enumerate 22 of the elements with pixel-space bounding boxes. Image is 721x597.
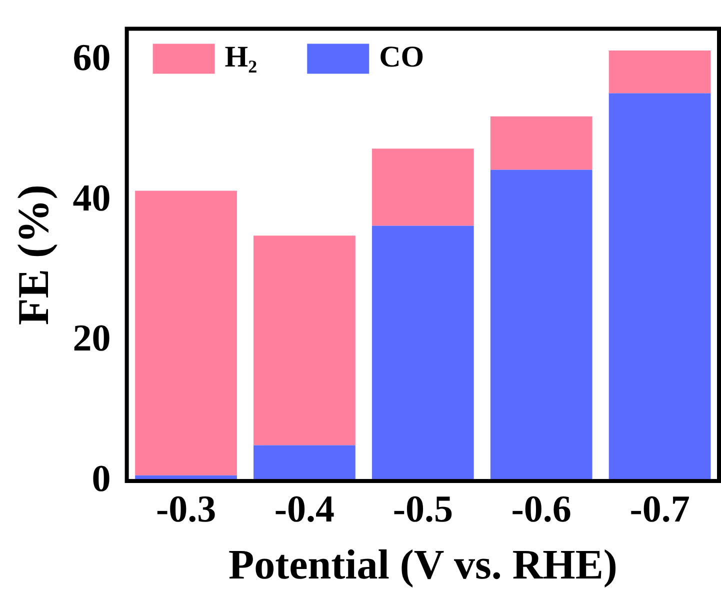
legend-label: H₂ [224, 40, 258, 74]
bar [135, 190, 237, 476]
y-tick-label: 0 [92, 458, 111, 500]
x-axis-title: Potential (V vs. RHE) [228, 542, 618, 589]
x-tick-label: -0.3 [156, 488, 216, 531]
bar [608, 93, 711, 481]
x-tick-label: -0.7 [630, 488, 690, 531]
y-tick-label: 60 [72, 37, 111, 80]
x-tick-label: -0.5 [392, 488, 453, 531]
bar [254, 236, 356, 446]
bar [254, 445, 356, 481]
x-tick-label: -0.4 [274, 488, 335, 531]
bar [490, 170, 592, 481]
bar [608, 50, 711, 94]
y-axis-title: FE (%) [8, 184, 58, 326]
y-tick-label: 20 [72, 318, 111, 360]
legend-label: CO [379, 40, 424, 74]
y-tick-label: 40 [72, 177, 111, 220]
bar [372, 148, 474, 226]
bar [490, 116, 592, 170]
bar [372, 226, 474, 481]
x-tick-label: -0.6 [511, 488, 572, 531]
